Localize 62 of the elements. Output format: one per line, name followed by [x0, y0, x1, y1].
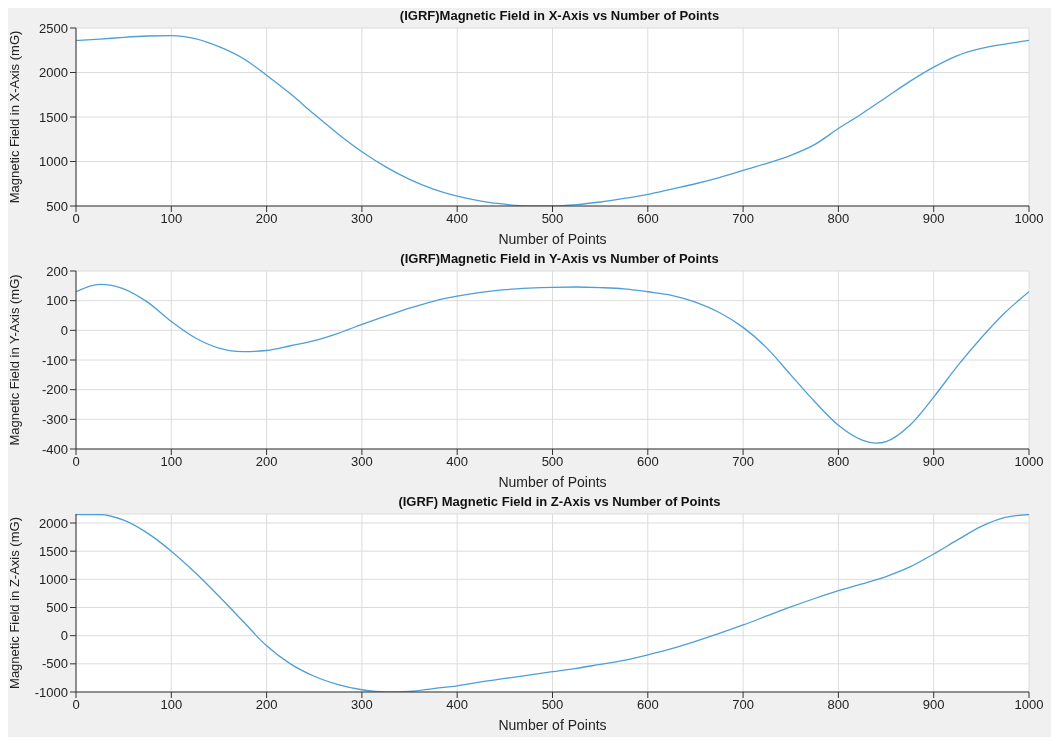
x-tick-label: 300	[351, 211, 373, 227]
y-tick-label: 1500	[39, 109, 68, 125]
x-tick-label: 500	[541, 211, 564, 227]
x-tick-label: 400	[446, 454, 469, 470]
y-tick-label: 100	[46, 293, 68, 309]
y-tick-label: 1000	[39, 571, 68, 587]
x-tick-label: 1000	[1014, 697, 1044, 713]
x-axis-title: Number of Points	[498, 231, 607, 247]
x-tick-label: 200	[255, 697, 278, 713]
y-tick-label: 200	[46, 263, 68, 279]
x-tick-label: 1000	[1014, 454, 1044, 470]
x-tick-label: 1000	[1014, 211, 1044, 227]
y-tick-label: -400	[41, 441, 68, 457]
y-tick-label: 2500	[39, 20, 68, 36]
x-tick-label: 800	[827, 211, 850, 227]
x-tick-label: 100	[160, 211, 183, 227]
x-tick-label: 200	[255, 211, 278, 227]
x-tick-label: 900	[922, 697, 945, 713]
x-tick-label: 300	[351, 697, 373, 713]
x-tick-label: 400	[446, 697, 469, 713]
x-tick-label: 400	[446, 211, 469, 227]
x-tick-label: 600	[636, 211, 659, 227]
x-axis-title: Number of Points	[498, 474, 607, 490]
x-tick-label: 100	[160, 454, 183, 470]
x-tick-label: 700	[732, 697, 754, 713]
y-tick-label: 1000	[39, 154, 68, 170]
y-tick-label: 500	[46, 198, 68, 214]
x-tick-label: 900	[922, 454, 945, 470]
x-axis-title: Number of Points	[498, 717, 607, 733]
y-tick-label: -200	[41, 382, 68, 398]
x-tick-label: 800	[827, 697, 850, 713]
x-tick-label: 700	[732, 454, 754, 470]
y-tick-label: 500	[46, 600, 68, 616]
x-tick-label: 200	[255, 454, 278, 470]
y-tick-label: 1500	[39, 543, 68, 559]
y-tick-label: -500	[41, 656, 68, 672]
x-tick-label: 0	[72, 697, 80, 713]
chart-title: (IGRF) Magnetic Field in Z-Axis vs Number of Points	[397, 494, 722, 510]
x-tick-label: 600	[636, 697, 659, 713]
y-tick-label: -100	[41, 352, 68, 368]
y-tick-label: -300	[41, 411, 68, 427]
y-tick-label: 0	[60, 628, 68, 644]
x-tick-label: 900	[922, 211, 945, 227]
y-tick-label: -1000	[34, 684, 68, 700]
x-tick-label: 500	[541, 697, 564, 713]
x-tick-label: 800	[827, 454, 850, 470]
x-tick-label: 300	[351, 454, 373, 470]
chart-title: (IGRF)Magnetic Field in X-Axis vs Number of Points	[399, 8, 720, 23]
y-tick-label: 2000	[39, 515, 68, 531]
x-tick-label: 600	[636, 454, 659, 470]
y-axis-title: Magnetic Field in X-Axis (mG)	[6, 30, 22, 204]
y-tick-label: 0	[60, 322, 68, 338]
line-series	[76, 283, 1029, 444]
y-axis-title: Magnetic Field in Y-Axis (mG)	[6, 274, 22, 446]
x-tick-label: 0	[72, 211, 80, 227]
x-tick-label: 0	[72, 454, 80, 470]
y-tick-label: 2000	[39, 65, 68, 81]
x-tick-label: 700	[732, 211, 754, 227]
y-axis-title: Magnetic Field in Z-Axis (mG)	[6, 517, 22, 689]
chart-title: (IGRF)Magnetic Field in Y-Axis vs Number of Points	[400, 251, 719, 266]
x-tick-label: 500	[541, 454, 564, 470]
x-tick-label: 100	[160, 697, 183, 713]
